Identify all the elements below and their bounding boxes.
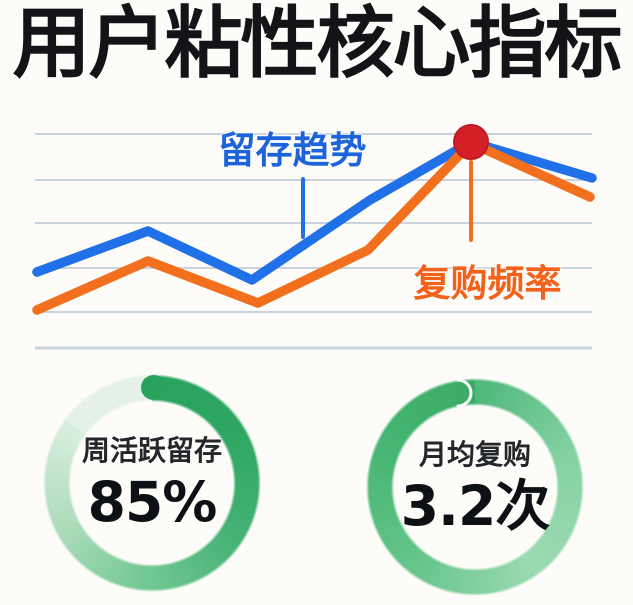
repurchase-pointer-line [469,160,473,242]
donut-label: 周活跃留存 [81,434,222,467]
donut-monthly-repurchase: 月均复购 3.2次 [366,378,584,596]
donut-ring-cap [141,375,166,400]
donut-texts: 月均复购 3.2次 [366,378,584,596]
donut-ring [43,374,261,592]
donut-ring-seam-icon [456,378,473,408]
donut-value: 85% [87,470,218,534]
donut-ring [366,378,584,596]
donut-label: 月均复购 [418,438,531,471]
series-label-repurchase: 复购频率 [413,262,562,305]
retention-pointer-line [301,177,305,239]
donut-weekly-retention: 周活跃留存 85% [43,374,261,592]
donut-value: 3.2次 [400,474,550,538]
page-title: 用户粘性核心指标 [12,0,622,89]
donut-texts: 周活跃留存 85% [43,374,261,592]
series-label-retention: 留存趋势 [218,129,367,172]
